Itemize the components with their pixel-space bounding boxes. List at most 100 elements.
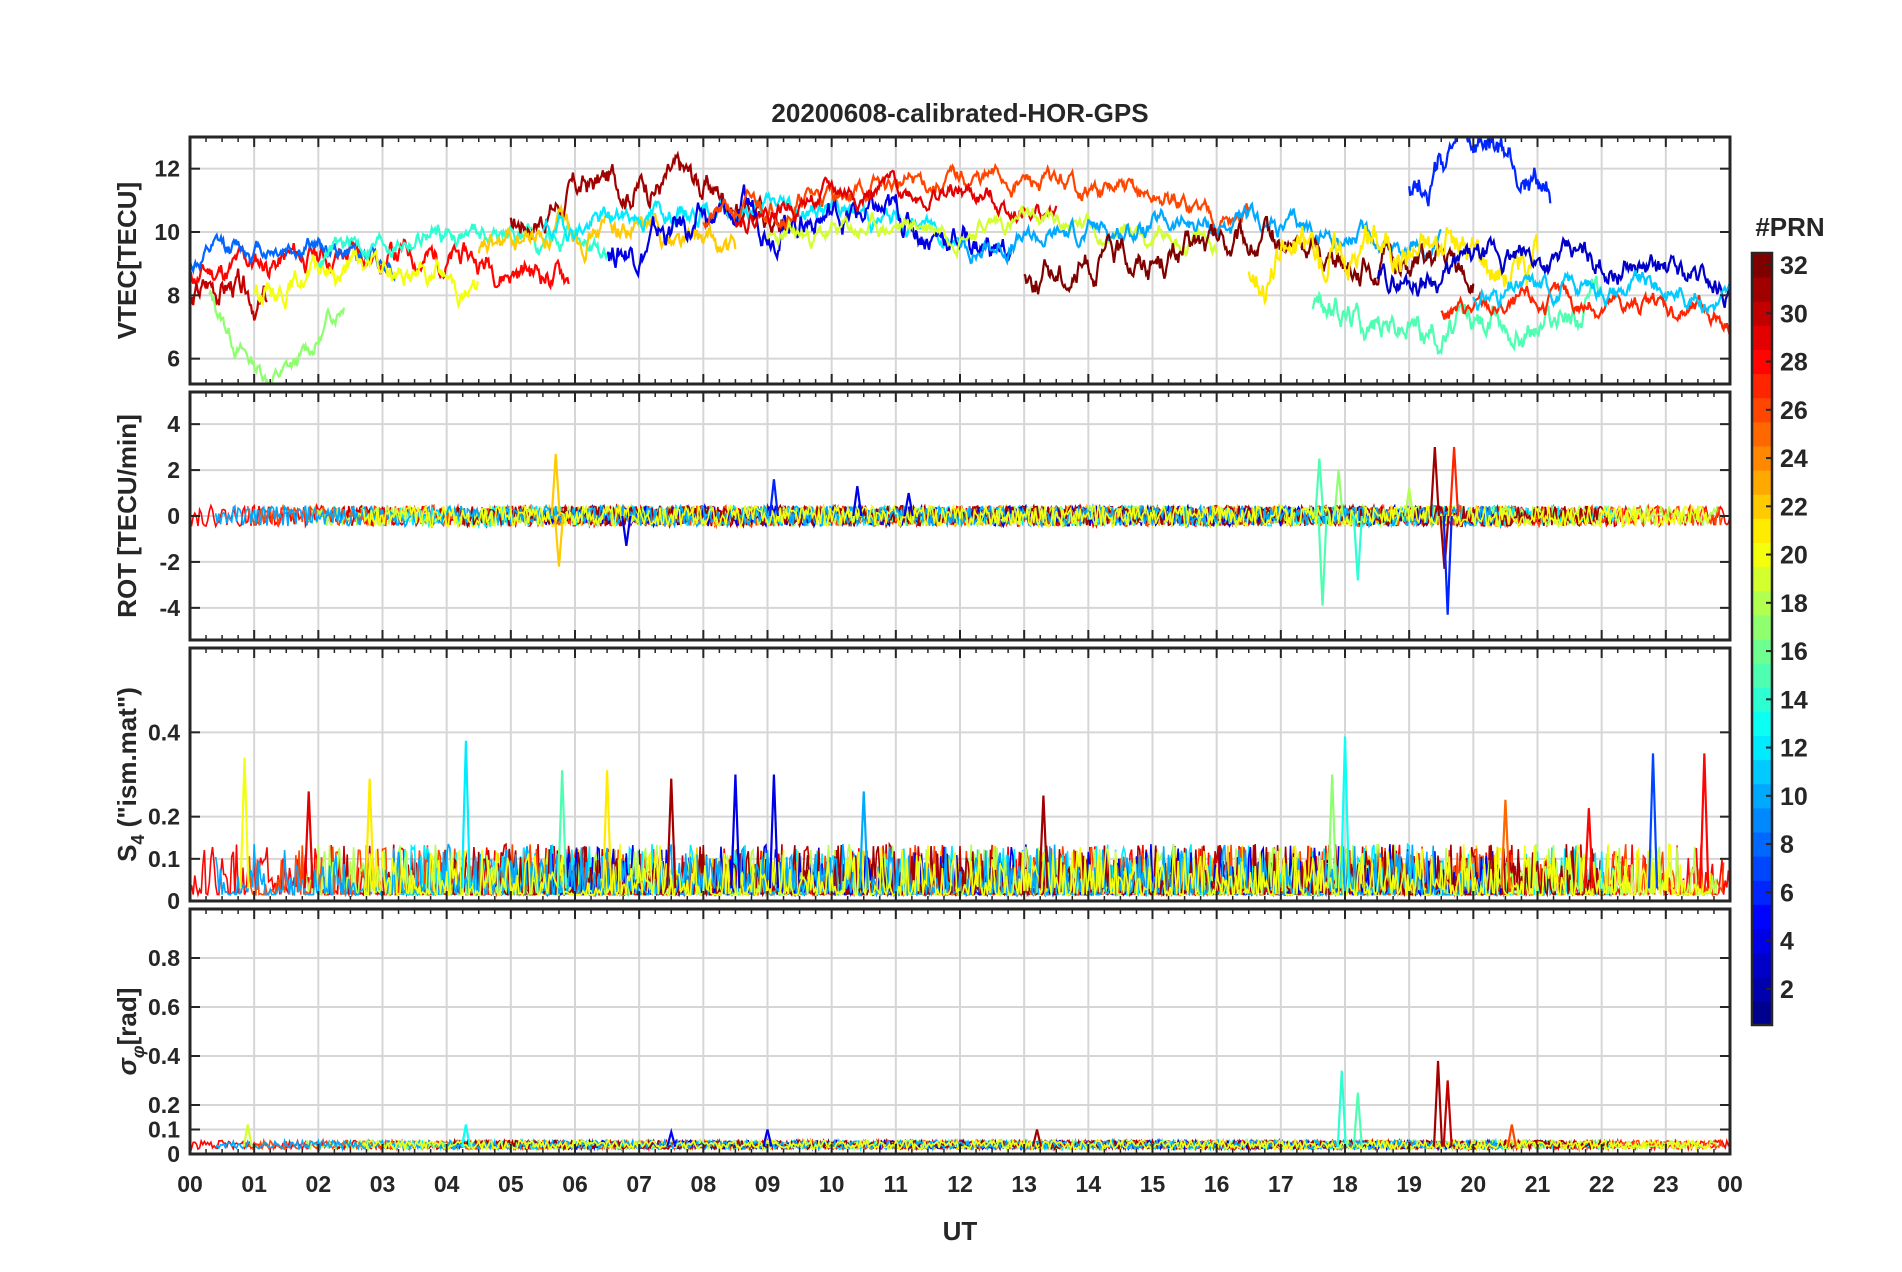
x-tick-label: 16	[1204, 1171, 1230, 1197]
colorbar-swatch	[1752, 832, 1772, 857]
vtec-line-prn8	[190, 232, 397, 282]
x-tick-label: 13	[1011, 1171, 1037, 1197]
colorbar-swatch	[1752, 1000, 1772, 1026]
colorbar-swatch	[1752, 735, 1772, 761]
vtec-line-prn29	[734, 169, 1058, 235]
colorbar-tick-label: 6	[1780, 879, 1794, 907]
y-tick-label: -2	[160, 549, 180, 575]
y-tick-label: 0.6	[148, 994, 180, 1020]
s4-spike	[1647, 753, 1659, 889]
colorbar-tick-label: 30	[1780, 300, 1808, 328]
s4-spike	[1339, 736, 1351, 889]
x-tick-label: 15	[1140, 1171, 1166, 1197]
x-tick-label: 04	[434, 1171, 460, 1197]
colorbar-swatch	[1752, 639, 1772, 664]
y-tick-label: 0.1	[148, 846, 180, 872]
chart-title: 20200608-calibrated-HOR-GPS	[771, 98, 1148, 128]
rot-spike	[1333, 469, 1344, 517]
x-tick-label: 03	[370, 1171, 396, 1197]
rot-series-group	[190, 447, 1730, 615]
x-tick-label: 17	[1268, 1171, 1294, 1197]
colorbar-swatch	[1752, 518, 1772, 543]
vtec-line-prn10	[959, 201, 1442, 266]
s4-spike	[768, 774, 780, 889]
y-tick-label: 0.4	[148, 719, 180, 745]
vtec-line-prn27	[1440, 281, 1730, 337]
s4-y-axis-label: S4 ("ism.mat")	[112, 687, 148, 862]
vtec-line-prn3	[1376, 234, 1730, 308]
rot-spike	[1442, 515, 1453, 615]
sigma_phi-spike	[1506, 1124, 1517, 1147]
colorbar-swatch	[1752, 783, 1772, 809]
y-tick-label: 0.1	[148, 1117, 180, 1143]
x-tick-label: 19	[1396, 1171, 1422, 1197]
colorbar-swatch	[1752, 976, 1772, 1002]
rot-line-prn20	[362, 503, 1712, 530]
y-tick-label: 0.4	[148, 1043, 180, 1069]
vtec-line-prn11	[1472, 270, 1730, 315]
x-tick-label: 08	[691, 1171, 717, 1197]
y-tick-label: 0	[167, 503, 180, 529]
colorbar-tick-label: 2	[1780, 976, 1794, 1004]
colorbar-swatch	[1752, 590, 1772, 616]
colorbar-frame	[1750, 251, 1774, 1027]
colorbar-tick-label: 8	[1780, 831, 1794, 859]
colorbar-swatch	[1752, 759, 1772, 785]
colorbar-tick-label: 14	[1780, 686, 1808, 714]
s4-spike	[1583, 808, 1594, 889]
s4-spike	[1500, 799, 1511, 889]
s4-spike	[730, 774, 741, 889]
y-tick-label: -4	[160, 595, 181, 621]
rot-spike	[553, 515, 565, 567]
colorbar-tick-label: 32	[1780, 252, 1808, 280]
colorbar-tick-label: 24	[1780, 445, 1808, 473]
sigma_phi-spike	[1442, 1080, 1453, 1147]
vtec-line-prn30	[190, 268, 268, 321]
s4-spike	[239, 757, 250, 889]
colorbar-tick-label: 16	[1780, 638, 1808, 666]
y-tick-label: 0.2	[148, 804, 180, 830]
s4-spike	[1038, 795, 1049, 889]
sigma_phi-spike	[460, 1124, 471, 1147]
x-tick-label: 22	[1589, 1171, 1615, 1197]
s4-line-prn20	[362, 842, 1712, 898]
x-tick-label: 21	[1525, 1171, 1551, 1197]
colorbar-tick-label: 20	[1780, 542, 1808, 570]
s4-spike	[557, 770, 568, 889]
colorbar-tick-label: 4	[1780, 928, 1794, 956]
colorbar-swatch	[1752, 494, 1772, 519]
x-tick-label: 12	[947, 1171, 973, 1197]
x-tick-label: 00	[1717, 1171, 1743, 1197]
vtec-series-group	[190, 137, 1730, 384]
colorbar-swatch	[1752, 373, 1772, 399]
sigma_phi-spike	[1031, 1129, 1043, 1147]
rot-spike	[621, 515, 632, 546]
s4-spike	[1327, 774, 1338, 889]
vtec-line-prn14	[317, 220, 609, 268]
x-tick-label: 10	[819, 1171, 845, 1197]
colorbar-tick-label: 22	[1780, 493, 1808, 521]
y-tick-label: 0.2	[148, 1092, 180, 1118]
rot-spike	[768, 479, 780, 517]
rot-spike	[1448, 447, 1460, 517]
colorbar-swatch	[1752, 566, 1772, 592]
colorbar-swatch	[1752, 711, 1772, 736]
x-tick-label: 23	[1653, 1171, 1679, 1197]
colorbar-tick-label: 12	[1780, 735, 1808, 763]
y-tick-label: 0	[167, 1141, 180, 1167]
y-tick-label: 12	[154, 156, 180, 182]
rot-spike	[1352, 515, 1363, 581]
colorbar-swatch	[1752, 807, 1772, 833]
y-tick-label: 4	[167, 411, 180, 437]
sigma_phi-line-prn20	[362, 1138, 1712, 1153]
sigma_phi-spike	[1352, 1092, 1363, 1147]
s4-spike	[364, 778, 375, 889]
x-tick-label: 06	[562, 1171, 588, 1197]
colorbar-swatch	[1752, 880, 1772, 905]
x-tick-label: 00	[177, 1171, 203, 1197]
rot-spike	[1317, 515, 1328, 606]
colorbar-swatch	[1752, 446, 1772, 471]
vtec-line-prn6	[1408, 137, 1552, 207]
colorbar-swatch	[1752, 687, 1772, 712]
colorbar-swatch	[1752, 349, 1772, 375]
